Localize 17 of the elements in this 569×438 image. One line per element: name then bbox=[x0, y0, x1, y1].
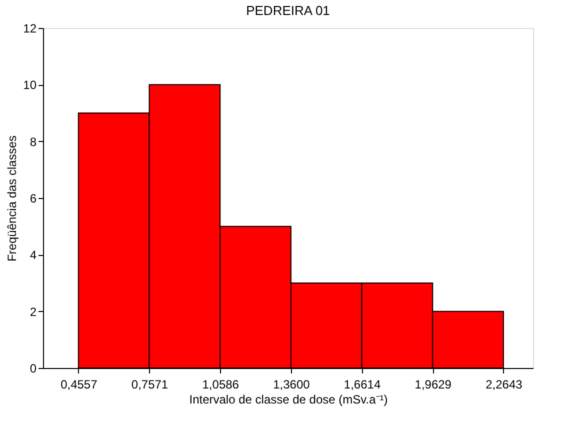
x-axis-title: Intervalo de classe de dose (mSv.a⁻¹) bbox=[189, 392, 388, 406]
y-tick-label: 8 bbox=[30, 134, 37, 149]
x-tick-label: 1,9629 bbox=[414, 378, 452, 392]
y-tick-label: 0 bbox=[30, 362, 37, 376]
chart-title: PEDREIRA 01 bbox=[246, 3, 330, 18]
x-tick-label: 1,0586 bbox=[202, 378, 240, 392]
y-tick-label: 4 bbox=[30, 248, 37, 262]
y-axis-title: Freqüência das classes bbox=[5, 135, 20, 262]
y-tick-label: 6 bbox=[30, 192, 37, 206]
x-tick-label: 2,2643 bbox=[486, 378, 523, 392]
x-tick-label: 0,4557 bbox=[60, 378, 98, 392]
x-tick-label: 1,3600 bbox=[273, 378, 310, 392]
y-tick-label: 2 bbox=[30, 304, 37, 319]
x-tick-label: 0,7571 bbox=[131, 378, 168, 392]
x-tick-label: 1,6614 bbox=[344, 378, 381, 392]
y-tick-label: 10 bbox=[23, 78, 37, 92]
y-tick-label: 12 bbox=[23, 22, 37, 36]
